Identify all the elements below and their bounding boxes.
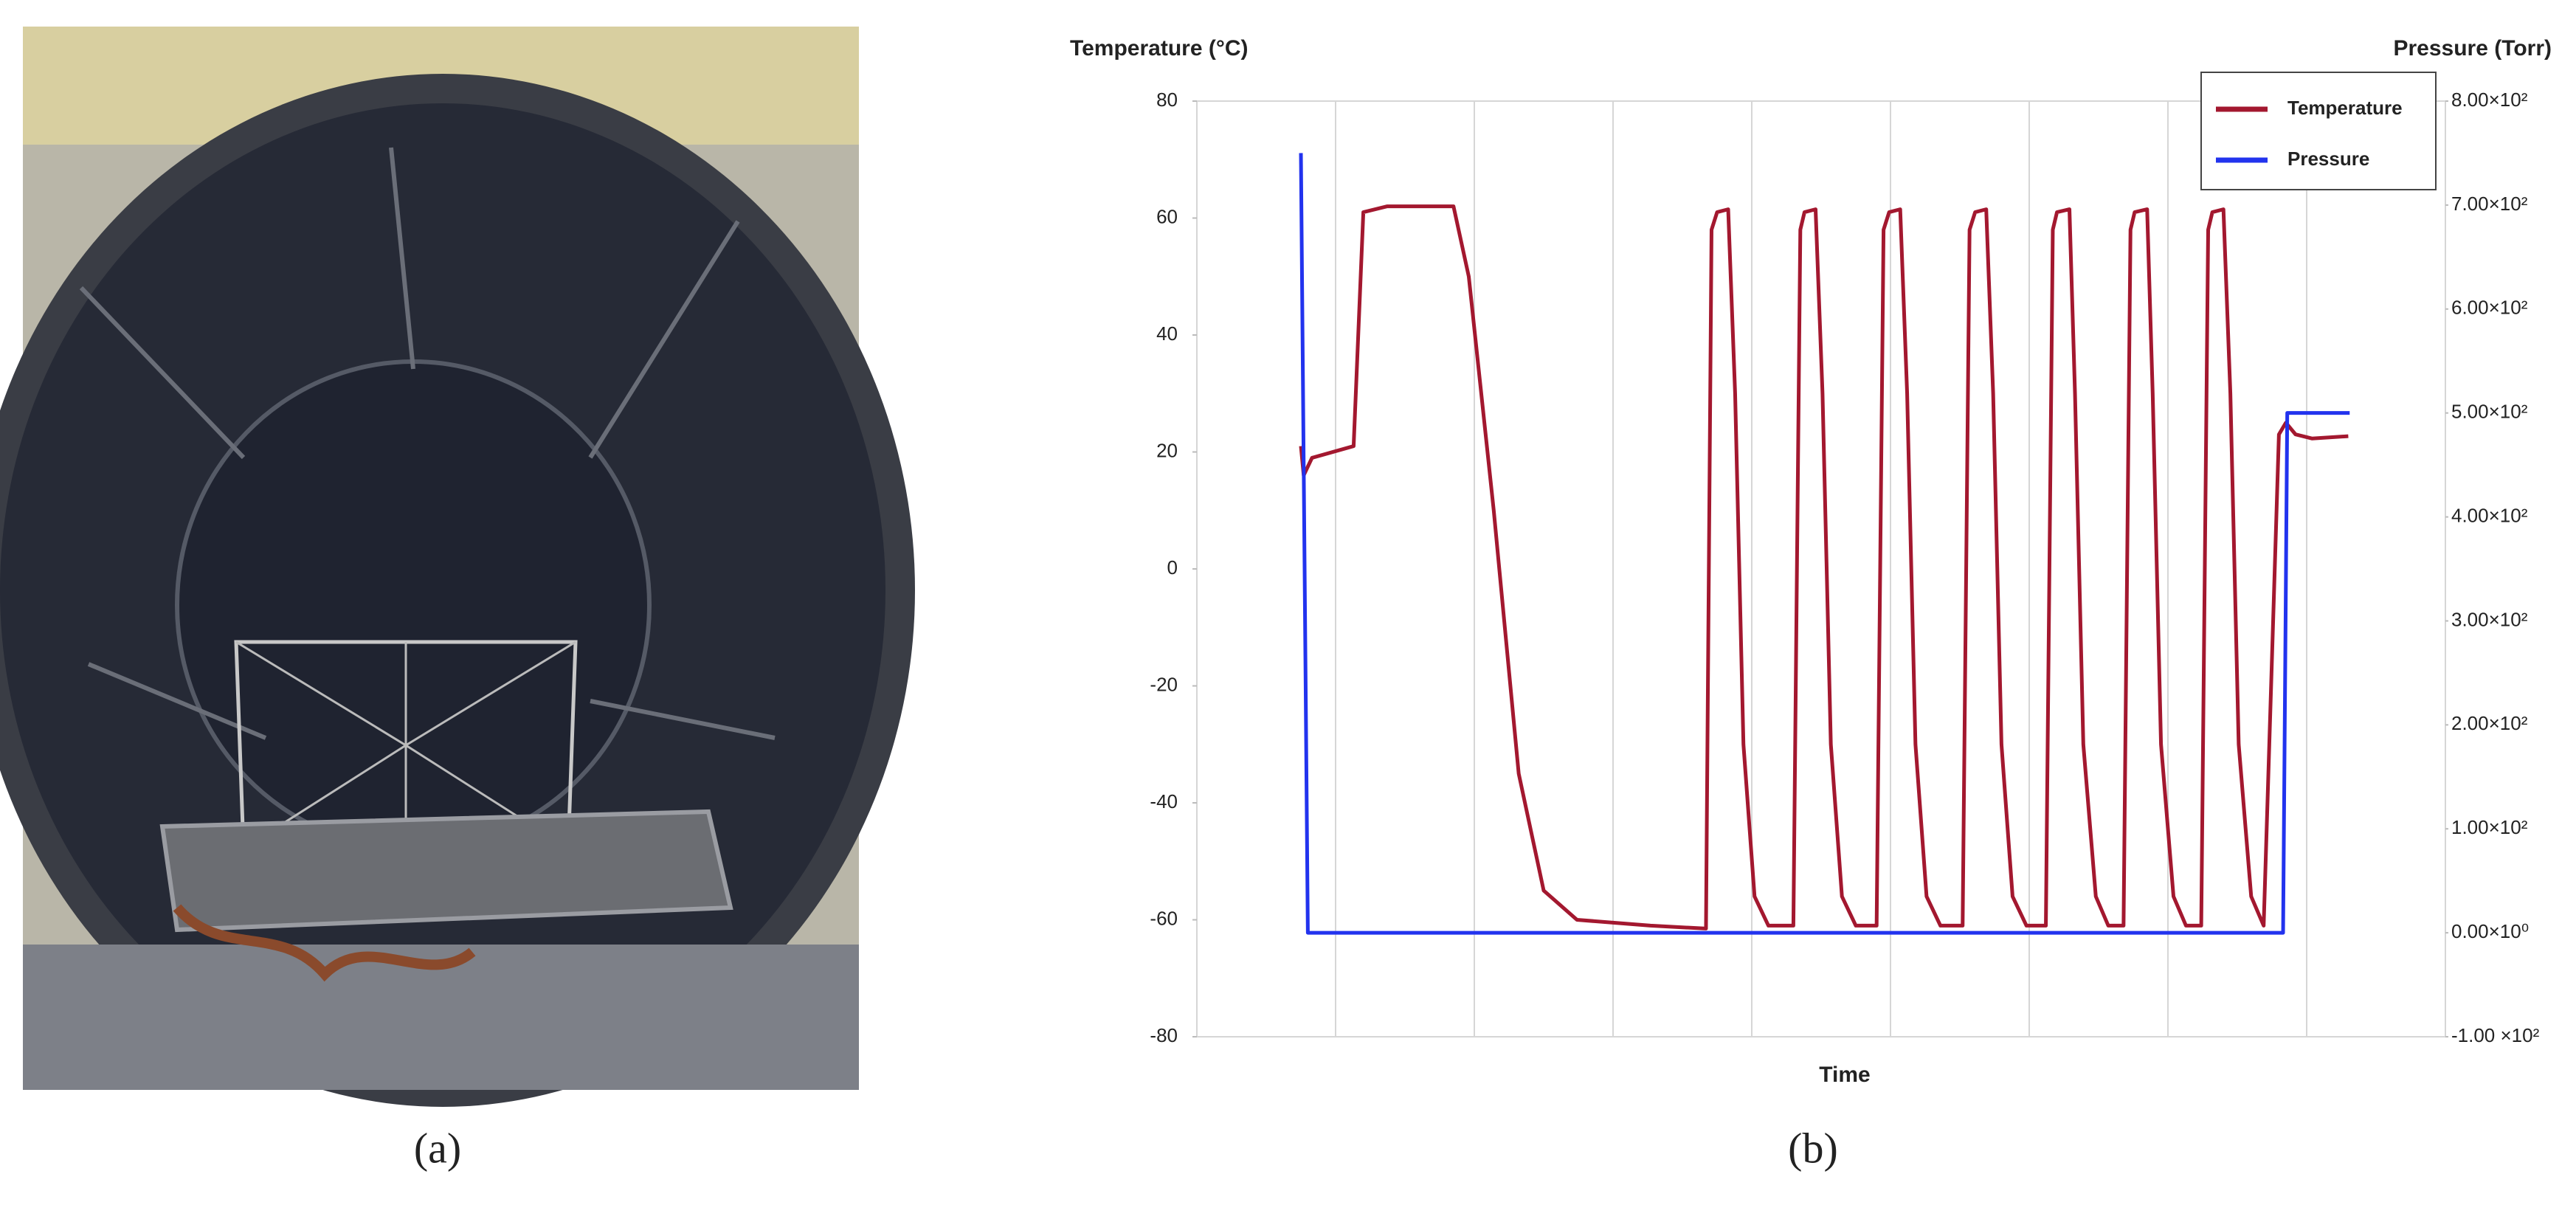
legend-label: Pressure (2287, 148, 2369, 170)
plot-frame (1196, 100, 2446, 1037)
plot: -80 -60 -40 -20 0 20 40 60 80 -1.00 ×10² 0.00×10⁰ 1… (1150, 89, 2539, 1046)
y-tick-label: 60 (1156, 205, 1178, 227)
series-line (1299, 153, 2350, 935)
y-tick-label: -80 (1150, 1024, 1178, 1046)
y2-tick-label: 7.00×10² (2451, 193, 2528, 215)
y-tick-label: -60 (1150, 907, 1178, 929)
y2-tick-label: 3.00×10² (2451, 608, 2528, 630)
chamber-struts (79, 147, 776, 740)
test-base (159, 809, 733, 933)
y-tick-label: 0 (1167, 556, 1178, 579)
x-axis-title: Time (1819, 1063, 1870, 1087)
y-tick-label: 80 (1156, 89, 1178, 111)
caption-b: (b) (1788, 1124, 1838, 1172)
legend-label: Temperature (2287, 97, 2403, 119)
caption-a: (a) (414, 1124, 461, 1172)
y2-tick-label: 0.00×10⁰ (2451, 920, 2529, 942)
y-tick-label: -40 (1150, 790, 1178, 812)
y2-tick-label: 1.00×10² (2451, 816, 2528, 838)
cables (173, 904, 476, 982)
y2-tick-label: 6.00×10² (2451, 297, 2528, 319)
y-tick-label: 20 (1156, 439, 1178, 461)
legend-box (2200, 72, 2437, 190)
y-tick-label: -20 (1150, 673, 1178, 695)
series-line (1299, 204, 2349, 930)
y-axis-title: Temperature (°C) (1070, 36, 1248, 61)
chamber-back-wall (175, 359, 652, 851)
chamber-photo (0, 27, 915, 1107)
legend: Temperature Pressure (2200, 72, 2437, 190)
y2-tick-label: 8.00×10² (2451, 89, 2528, 111)
y2-tick-label: 2.00×10² (2451, 712, 2528, 734)
y2-tick-label: 4.00×10² (2451, 504, 2528, 526)
y2-tick-label: 5.00×10² (2451, 401, 2528, 423)
y-tick-label: 40 (1156, 322, 1178, 345)
y2-tick-label: -1.00 ×10² (2451, 1024, 2540, 1046)
test-frame-wires (235, 641, 576, 850)
y2-axis-title: Pressure (Torr) (2393, 36, 2552, 61)
